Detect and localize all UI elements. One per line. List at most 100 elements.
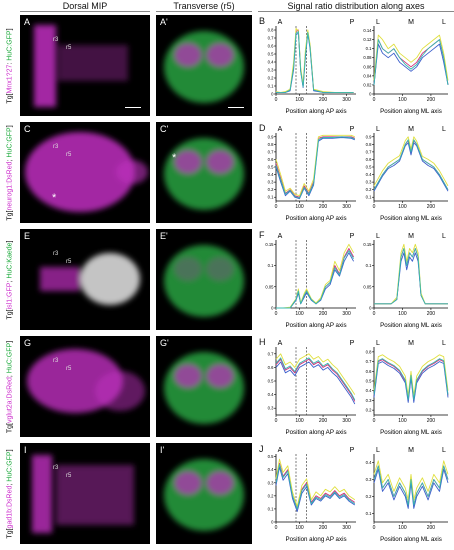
header-dorsal-mip: Dorsal MIP: [62, 1, 108, 11]
line-suffix: ]: [6, 240, 14, 243]
ml-chart-end-label: M: [408, 19, 414, 26]
ml-chart-y-tick-label: 0.14: [363, 28, 372, 33]
ap-chart-y-tick-label: 0: [271, 306, 274, 311]
ap-chart-x-tick-label: 100: [295, 311, 304, 317]
ml-chart-y-tick-label: 0.06: [363, 64, 372, 69]
ml-chart-x-tick-label: 200: [427, 97, 436, 103]
ml-chart-series-line-3: [373, 136, 449, 187]
header-transverse: Transverse (r5): [173, 1, 235, 11]
transgenic-line-label: Tg[isl1:GFP; HuC:Kaede]: [7, 230, 14, 330]
ml-chart-y-tick-label: 0.08: [363, 55, 372, 60]
ap-chart-x-label: Position along AP axis: [285, 215, 346, 222]
ml-chart-y-tick-label: 0.9: [366, 134, 372, 139]
reporter-green: HuC:GFP: [6, 127, 14, 158]
transverse-microscopy: [156, 122, 252, 223]
ap-chart-series-line-1: [276, 248, 354, 309]
rhombomere-r5-label: r5: [66, 259, 72, 265]
ap-chart-x-tick-label: 0: [275, 525, 278, 531]
ml-chart-series-line-2: [374, 252, 448, 305]
rhombomere-r3-label: r3: [53, 465, 59, 471]
panel-letter: A: [24, 17, 31, 27]
reporter-magenta: gad1b:DsRed: [6, 485, 14, 529]
chart-panel-letter: B: [259, 16, 266, 26]
ml-chart-x-label: Position along ML axis: [380, 429, 442, 436]
ap-chart-series-line-3: [276, 243, 354, 309]
ml-chart-x-tick-label: 100: [398, 418, 407, 424]
ml-chart-end-label: M: [408, 340, 414, 347]
ap-chart-y-tick-label: 0.3: [268, 180, 274, 185]
scale-bar: [125, 107, 141, 108]
ap-chart-x-tick-label: 200: [319, 311, 328, 317]
transverse-image: A': [156, 15, 252, 116]
ml-chart-end-label: L: [442, 126, 446, 133]
dorsal-mip-microscopy: [20, 443, 150, 544]
ap-chart-x-tick-label: 100: [295, 204, 304, 210]
ap-chart-series-line-1: [275, 462, 356, 510]
ml-chart-series-line-4: [374, 248, 448, 305]
ml-chart-end-label: L: [442, 447, 446, 454]
line-prefix: Tg[: [6, 93, 14, 104]
ml-chart-y-tick-label: 0.02: [363, 82, 372, 87]
transverse-microscopy: [156, 443, 252, 544]
header-rule-1: [20, 11, 150, 12]
ap-chart-y-tick-label: 0.5: [268, 52, 274, 57]
ml-chart-x-tick-label: 100: [398, 204, 407, 210]
ap-chart-x-label: Position along AP axis: [285, 536, 346, 543]
ap-chart-x-tick-label: 300: [342, 311, 351, 317]
ml-chart-end-label: L: [376, 19, 380, 26]
transverse-image: I': [156, 443, 252, 544]
ap-axis-line-chart: A P 0.1 0.2 0.3 0.4 0.5 0.6 0.7 0.8 0.9 0 100 200 300 P…: [268, 126, 356, 222]
ml-chart-x-tick-label: 0: [373, 311, 376, 317]
ml-chart-series-line-4: [373, 139, 449, 190]
ap-chart-end-label: P: [350, 19, 355, 26]
ap-chart-x-tick-label: 100: [295, 418, 304, 424]
ap-chart-y-tick-label: 0.4: [268, 467, 274, 472]
ml-chart-end-label: M: [408, 233, 414, 240]
line-suffix: ]: [6, 28, 14, 31]
ml-chart-x-label: Position along ML axis: [380, 215, 442, 222]
transgenic-line-label-strip: Tg[vglut2a:DsRed; HuC:GFP]: [0, 335, 18, 439]
ap-chart-series-line-2: [275, 361, 356, 405]
panel-letter: G: [24, 338, 32, 348]
ml-chart-series-line-4: [373, 358, 449, 400]
ml-chart-y-tick-label: 0.04: [363, 73, 372, 78]
ap-chart-series-line-3: [275, 353, 356, 395]
ml-chart-series-line-3: [374, 243, 448, 305]
reporter-green: HuC:Kaede: [6, 242, 14, 279]
ml-chart-x-tick-label: 100: [398, 97, 407, 103]
ml-chart-y-tick-label: 0.1: [366, 263, 372, 268]
ap-chart-y-tick-label: 0.9: [268, 134, 274, 139]
ap-chart-series-line-4: [275, 357, 356, 401]
ap-chart-y-tick-label: 0.5: [268, 165, 274, 170]
ml-chart-end-label: L: [376, 233, 380, 240]
transverse-microscopy: [156, 336, 252, 437]
ml-axis-line-chart: L M L 0 0.05 0.1 0.15 0 100 200 Position along ML …: [363, 233, 448, 329]
ml-chart-series-line-2: [373, 43, 449, 85]
ap-chart-y-tick-label: 0.5: [268, 454, 274, 459]
reporter-magenta: vglut2a:DsRed: [6, 377, 14, 423]
ml-chart-y-tick-label: 0.4: [366, 388, 372, 393]
rhombomere-r5-label: r5: [66, 152, 72, 158]
transverse-microscopy: [156, 229, 252, 330]
ap-chart-end-label: P: [350, 447, 355, 454]
rhombomere-r3-label: r3: [53, 144, 59, 150]
ml-chart-y-tick-label: 0.05: [363, 284, 372, 289]
ml-chart-y-tick-label: 0.7: [366, 359, 372, 364]
ml-chart-y-tick-label: 0.5: [366, 165, 372, 170]
ml-chart-y-tick-label: 0.7: [366, 149, 372, 154]
line-suffix: ]: [6, 449, 14, 452]
ap-chart-end-label: A: [278, 19, 283, 26]
transgenic-line-label-strip: Tg[Mnx1?27: HuC:GFP]: [0, 14, 18, 118]
ap-chart-y-tick-label: 0.5: [268, 379, 274, 384]
ap-chart-end-label: A: [278, 233, 283, 240]
ml-chart-y-tick-label: 0.8: [366, 349, 372, 354]
ml-chart-x-tick-label: 100: [398, 311, 407, 317]
ap-chart-y-tick-label: 0.3: [268, 68, 274, 73]
line-separator: ;: [6, 373, 14, 378]
ml-chart-y-tick-label: 0.3: [366, 477, 372, 482]
